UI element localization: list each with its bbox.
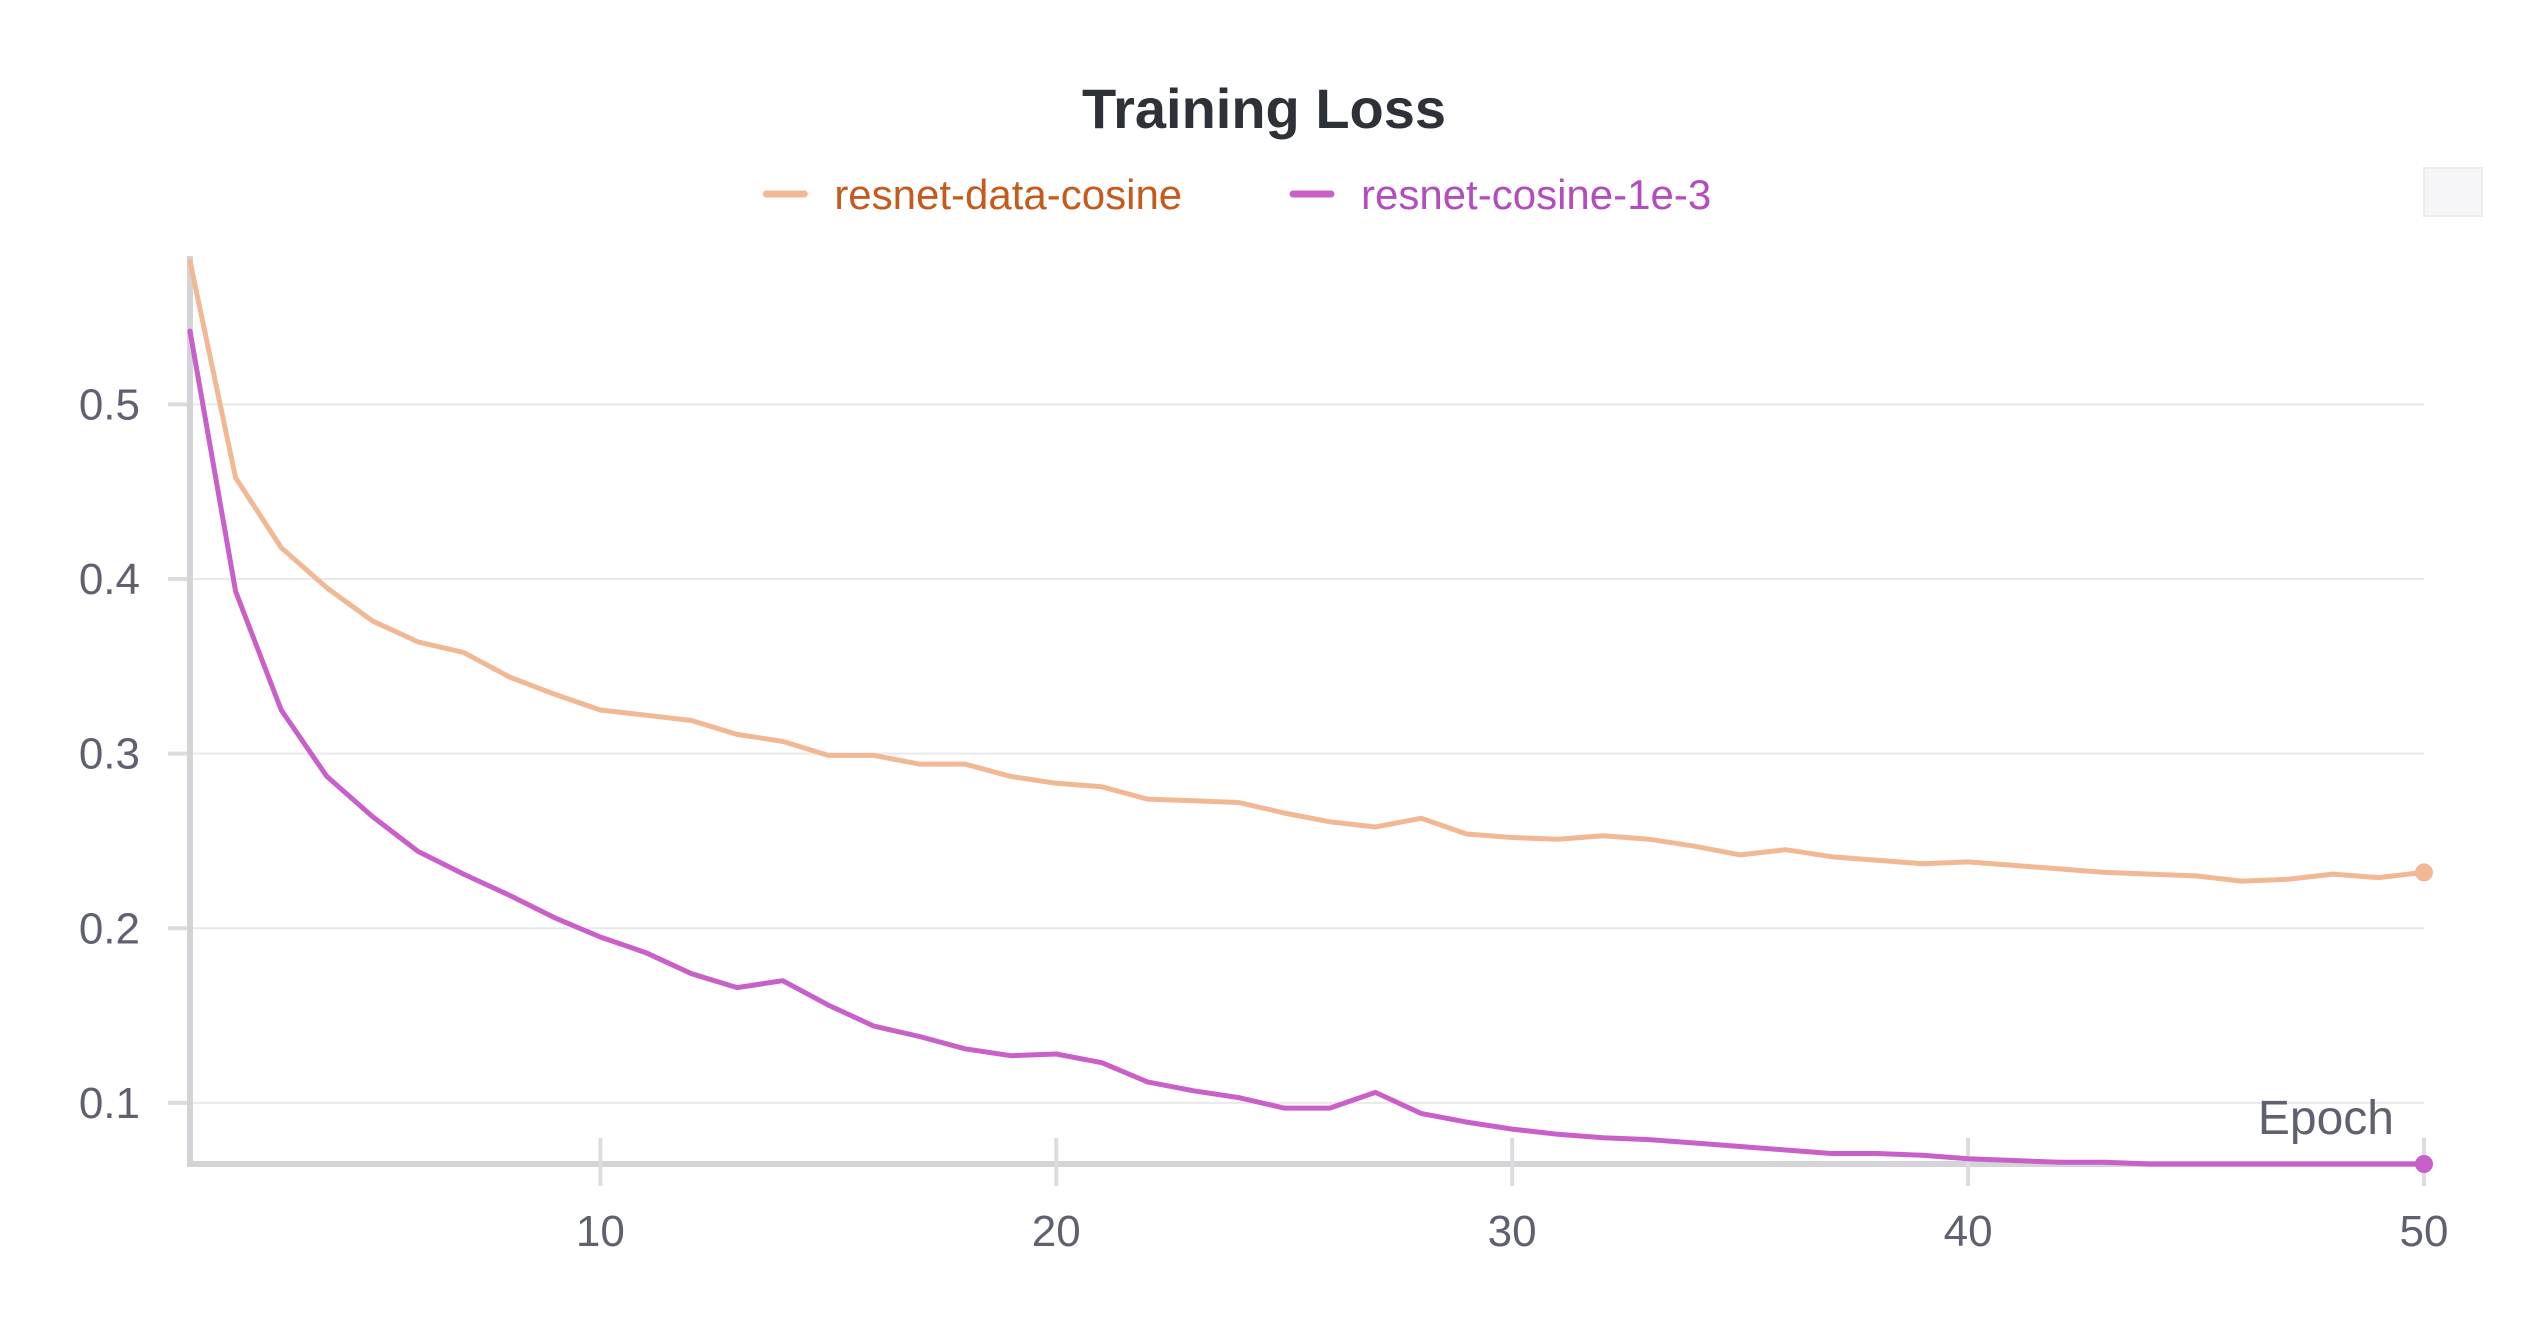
legend-label: resnet-cosine-1e-3 [1361,171,1711,218]
chart-title: Training Loss [1082,77,1446,140]
y-tick-label: 0.1 [79,1079,140,1128]
y-tick-label: 0.3 [79,730,140,779]
y-tick-label: 0.4 [79,555,140,604]
legend-label: resnet-data-cosine [834,171,1182,218]
x-tick-label: 10 [576,1207,625,1256]
legend-item-0[interactable]: resnet-data-cosine [762,171,1182,218]
series-line-0 [187,258,2427,884]
x-tick-label: 30 [1488,1207,1537,1256]
series-lines [187,258,2433,1173]
panel-control-button[interactable] [2423,167,2483,217]
series-endpoint-0 [2415,863,2433,882]
series-endpoint-1 [2415,1155,2433,1173]
x-tick-label: 50 [2400,1207,2449,1256]
x-tick-label: 20 [1032,1207,1081,1256]
legend[interactable]: resnet-data-cosine resnet-cosine-1e-3 [762,171,1711,218]
x-axis-title: Epoch [2258,1092,2394,1145]
tick-labels: 0.1 0.2 0.3 0.4 0.5 10 20 30 40 50 [79,380,2449,1256]
gridlines [190,403,2424,1104]
legend-item-1[interactable]: resnet-cosine-1e-3 [1289,171,1711,218]
axes [168,256,2426,1186]
y-tick-label: 0.5 [79,380,140,429]
y-tick-label: 0.2 [79,904,140,953]
series-line-1 [187,328,2427,1167]
x-tick-label: 40 [1944,1207,1993,1256]
